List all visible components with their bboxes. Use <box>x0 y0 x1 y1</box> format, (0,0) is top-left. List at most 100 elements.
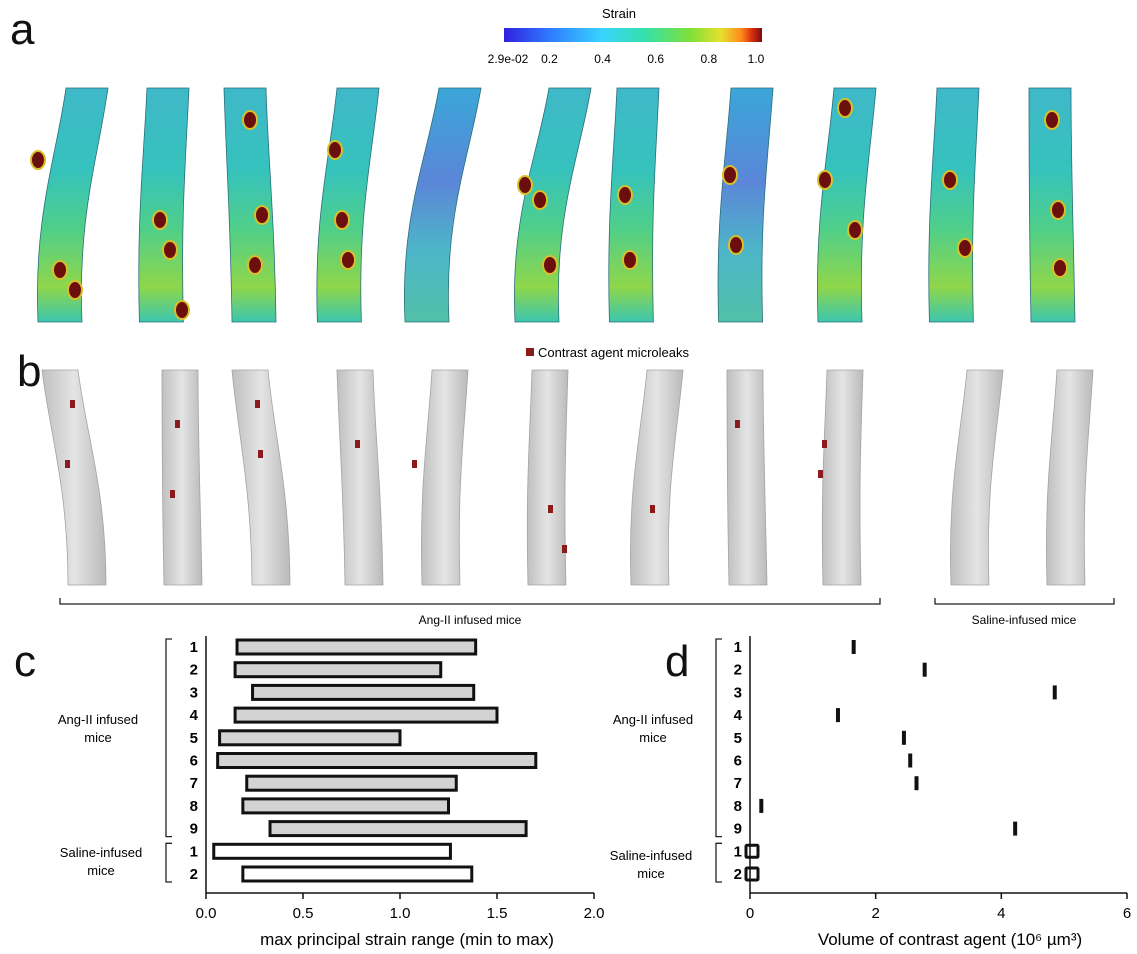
group-label: mice <box>639 730 666 745</box>
ang-ii-group-label: Ang-II infused mice <box>419 613 522 627</box>
microleak-mark <box>255 400 260 408</box>
strain-vessel <box>928 87 980 323</box>
high-strain-spot <box>340 250 356 270</box>
contrast-vessel <box>41 369 107 586</box>
high-strain-spot <box>517 175 533 195</box>
volume-point <box>1013 821 1018 836</box>
panel-label-b: b <box>17 347 42 396</box>
strain-vessel <box>404 87 482 323</box>
row-label: 7 <box>190 775 198 792</box>
row-label: 9 <box>734 821 742 838</box>
high-strain-spot <box>542 255 558 275</box>
contrast-vessel <box>630 369 684 586</box>
saline-group-label: Saline-infused mice <box>972 613 1077 627</box>
microleak-legend-label: Contrast agent microleaks <box>538 345 690 360</box>
high-strain-spot <box>67 280 83 300</box>
colorbar-gradient <box>504 28 762 42</box>
high-strain-spot <box>247 255 263 275</box>
x-axis-title: max principal strain range (min to max) <box>260 930 554 949</box>
strain-range-bar <box>251 683 476 701</box>
high-strain-spot <box>327 140 343 160</box>
group-label: mice <box>637 866 664 881</box>
volume-point <box>744 866 760 882</box>
colorbar-tick-label: 0.4 <box>594 52 611 66</box>
row-label: 7 <box>734 775 742 792</box>
microleak-mark <box>735 420 740 428</box>
panel-b-microleak-vessels <box>41 369 1094 586</box>
contrast-vessel-body <box>231 369 291 586</box>
x-tick-label: 0.0 <box>196 905 217 922</box>
contrast-vessel <box>1045 369 1094 586</box>
strain-colorbar: Strain 2.9e-02 0.2 0.4 0.6 0.8 1.0 <box>488 6 765 66</box>
group-bracket <box>715 638 722 838</box>
saline-bracket: Saline-infused mice <box>934 598 1115 627</box>
row-label: 1 <box>190 843 198 860</box>
volume-point <box>835 708 840 723</box>
panel-d-contrast-volume-chart: 1 2 3 4 5 6 7 8 9 1 2 0 2 4 6 Volume of contrast agent … <box>610 636 1131 949</box>
contrast-vessel-body <box>41 369 107 586</box>
contrast-vessel <box>161 369 203 586</box>
colorbar-tick-label: 0.6 <box>647 52 664 66</box>
strain-range-bar <box>235 638 478 656</box>
strain-range-bar <box>233 661 443 679</box>
strain-vessel <box>514 87 592 323</box>
contrast-vessel <box>818 369 864 586</box>
strain-range-bar <box>268 820 528 838</box>
panel-label-d: d <box>665 637 690 686</box>
x-tick-label: 1.0 <box>390 905 411 922</box>
strain-vessel <box>608 87 660 323</box>
microleak-mark <box>355 440 360 448</box>
high-strain-spot <box>722 165 738 185</box>
strain-vessel <box>223 87 277 323</box>
row-label: 6 <box>734 753 742 770</box>
high-strain-spot <box>957 238 973 258</box>
x-tick-label: 4 <box>997 905 1005 922</box>
row-label: 5 <box>734 730 742 747</box>
high-strain-spot <box>152 210 168 230</box>
colorbar-tick-label: 0.8 <box>701 52 718 66</box>
contrast-vessel-body <box>336 369 384 586</box>
panel-label-a: a <box>10 5 35 54</box>
group-label: Ang-II infused <box>613 712 693 727</box>
high-strain-spot <box>1052 258 1068 278</box>
x-tick-label: 2 <box>871 905 879 922</box>
contrast-vessel-body <box>526 369 569 586</box>
high-strain-spot <box>174 300 190 320</box>
row-label: 2 <box>190 866 198 883</box>
row-label: 3 <box>190 684 198 701</box>
x-tick-label: 0.5 <box>293 905 314 922</box>
group-label: Ang-II infused <box>58 712 138 727</box>
high-strain-spot <box>30 150 46 170</box>
strain-vessel <box>817 87 877 323</box>
high-strain-spot <box>334 210 350 230</box>
row-label: 2 <box>734 866 742 883</box>
contrast-vessel <box>412 369 469 586</box>
strain-vessel <box>30 87 109 323</box>
high-strain-spot <box>942 170 958 190</box>
row-label: 9 <box>190 821 198 838</box>
strain-vessel-body <box>608 87 660 323</box>
x-axis-title: Volume of contrast agent (10⁶ µm³) <box>818 930 1082 949</box>
strain-range-bar <box>241 797 450 815</box>
high-strain-spot <box>162 240 178 260</box>
x-tick-label: 2.0 <box>584 905 605 922</box>
high-strain-spot <box>837 98 853 118</box>
contrast-vessel-body <box>950 369 1004 586</box>
strain-vessel <box>717 87 774 323</box>
group-label: mice <box>84 730 111 745</box>
row-label: 4 <box>190 707 199 724</box>
volume-point <box>908 753 913 768</box>
microleak-mark <box>412 460 417 468</box>
high-strain-spot <box>242 110 258 130</box>
strain-vessel-body <box>928 87 980 323</box>
contrast-vessel <box>336 369 384 586</box>
row-label: 6 <box>190 753 198 770</box>
high-strain-spot <box>1050 200 1066 220</box>
contrast-vessel-body <box>1045 369 1094 586</box>
microleak-mark <box>70 400 75 408</box>
x-tick-label: 6 <box>1123 905 1131 922</box>
row-label: 1 <box>734 843 742 860</box>
contrast-vessel-body <box>161 369 203 586</box>
strain-vessel-body <box>817 87 877 323</box>
